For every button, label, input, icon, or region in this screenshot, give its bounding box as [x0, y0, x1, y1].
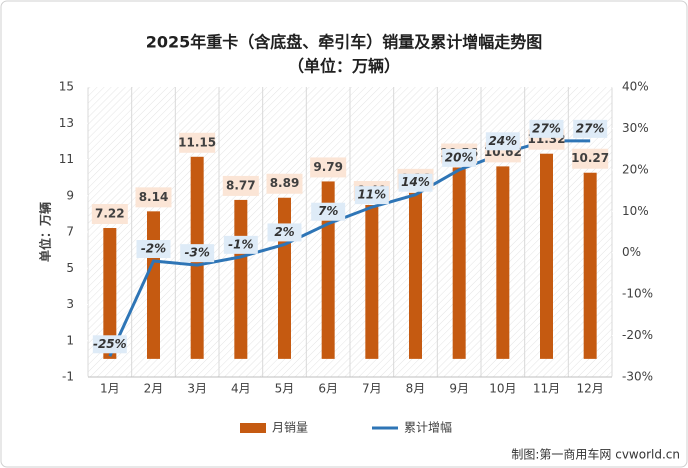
- data-label: 2%: [274, 225, 294, 239]
- x-tick-label: 11月: [533, 382, 560, 396]
- x-tick-label: 6月: [318, 382, 338, 396]
- label-box: [91, 204, 128, 225]
- y2-tick-label: -30%: [622, 370, 653, 384]
- label-box: [354, 186, 389, 205]
- y2-tick-label: 20%: [622, 162, 649, 176]
- bar: [147, 211, 160, 359]
- data-label: 27%: [576, 121, 605, 135]
- x-tick-label: 7月: [362, 382, 382, 396]
- y-tick-label: 15: [59, 80, 74, 94]
- bar: [583, 172, 597, 359]
- legend-label: 累计增幅: [404, 420, 452, 435]
- label-box: [529, 119, 564, 138]
- data-label: 20%: [445, 150, 474, 164]
- data-label: -2%: [141, 242, 166, 256]
- y2-tick-label: 0%: [622, 245, 641, 259]
- label-box: [485, 132, 520, 151]
- y-tick-label: 3: [66, 297, 74, 311]
- x-tick-label: 10月: [489, 382, 516, 396]
- data-label: -1%: [228, 237, 253, 251]
- label-box: [223, 235, 258, 254]
- y-axis-label: 单位：万辆: [38, 202, 53, 262]
- data-label: 7%: [318, 204, 338, 218]
- y2-tick-label: -20%: [622, 328, 653, 342]
- y-tick-label: 5: [66, 261, 74, 275]
- data-label: 14%: [401, 175, 430, 189]
- label-box: [398, 173, 433, 192]
- bar: [365, 204, 379, 359]
- y-tick-label: 13: [59, 116, 74, 130]
- legend-label: 月销量: [272, 421, 308, 435]
- chart-title: 2025年重卡（含底盘、牵引车）销量及累计增幅走势图: [146, 33, 543, 52]
- chart-subtitle: （单位：万辆）: [288, 57, 400, 76]
- x-tick-label: 3月: [187, 382, 207, 396]
- label-box: [92, 335, 127, 354]
- data-label: 11%: [357, 188, 386, 202]
- label-box: [222, 175, 259, 196]
- data-label: -25%: [93, 337, 127, 351]
- data-label: 8.77: [226, 178, 256, 192]
- label-box: [179, 132, 216, 153]
- x-tick-label: 5月: [275, 382, 295, 396]
- bar: [103, 228, 117, 359]
- data-label: -3%: [184, 246, 209, 260]
- data-label: 24%: [488, 134, 517, 148]
- label-box: [180, 244, 215, 263]
- y-tick-label: 9: [66, 188, 74, 202]
- x-tick-label: 1月: [100, 382, 120, 396]
- legend-swatch: [240, 423, 266, 433]
- y-tick-label: -1: [62, 370, 74, 384]
- data-label: 8.14: [139, 190, 169, 204]
- data-label: 7.22: [95, 207, 125, 221]
- y-tick-label: 7: [66, 225, 74, 239]
- label-box: [573, 119, 608, 138]
- y2-tick-label: 30%: [622, 121, 649, 135]
- label-box: [572, 148, 609, 169]
- x-tick-label: 4月: [231, 382, 251, 396]
- y2-tick-label: -10%: [622, 287, 653, 301]
- data-label: 27%: [532, 121, 561, 135]
- data-label: 8.89: [270, 176, 300, 190]
- label-box: [136, 240, 171, 258]
- x-tick-label: 8月: [406, 382, 426, 396]
- bar: [409, 192, 422, 359]
- bar: [540, 153, 553, 359]
- data-label: 10.27: [571, 151, 609, 165]
- bar: [496, 166, 510, 359]
- y2-tick-label: 10%: [622, 204, 649, 218]
- x-tick-label: 2月: [144, 382, 164, 396]
- label-box: [135, 187, 172, 208]
- bar: [452, 167, 466, 359]
- y-tick-label: 1: [66, 333, 74, 347]
- source: 制图:第一商用车网 cvworld.cn: [511, 447, 680, 462]
- bar: [278, 197, 291, 359]
- data-label: 11.15: [178, 135, 216, 149]
- y-tick-label: 11: [59, 152, 74, 166]
- label-box: [442, 148, 477, 167]
- x-tick-label: 9月: [449, 382, 469, 396]
- x-tick-label: 12月: [577, 382, 604, 396]
- label-box: [267, 223, 302, 242]
- label-box: [310, 157, 347, 178]
- label-box: [311, 202, 346, 221]
- label-box: [266, 173, 303, 194]
- bar: [234, 199, 248, 359]
- y2-tick-label: 40%: [622, 80, 649, 94]
- data-label: 9.79: [313, 160, 343, 174]
